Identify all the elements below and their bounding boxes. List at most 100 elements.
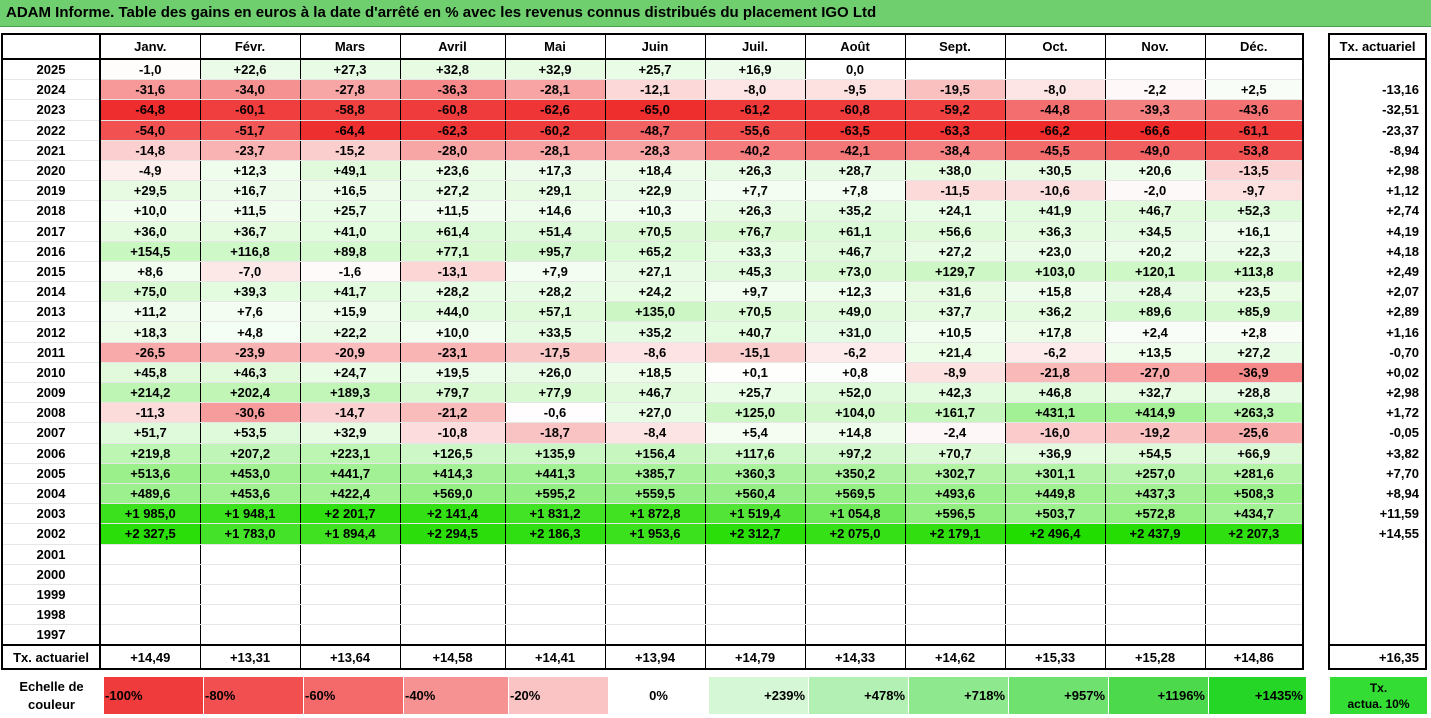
table-row: 2021 -14,8 -23,7 -15,2 -28,0 -28,1 -28,3 -40,2-… [2, 140, 1303, 161]
gain-cell [804, 544, 905, 565]
footer-value: +14,41 [504, 644, 605, 670]
year-cell: 2009 [2, 382, 101, 404]
gain-cell: -59,2 [904, 99, 1005, 121]
gain-cell: +414,9 [1104, 402, 1205, 424]
gain-cell [1104, 59, 1205, 81]
gain-cell: -54,0 [99, 120, 200, 141]
gain-cell: -21,2 [399, 402, 505, 424]
scale-cell: -100% [103, 677, 203, 714]
gain-cell: +24,7 [299, 362, 400, 384]
gain-cell: -60,8 [399, 99, 505, 121]
gain-cell: +41,7 [299, 281, 400, 303]
table-row: 2011 -26,5 -23,9 -20,9 -23,1 -17,5 -8,6 -15,1 -6… [2, 342, 1303, 363]
gain-cell: +156,4 [604, 443, 705, 464]
gain-cell: 0,0 [804, 59, 905, 81]
gain-cell: +453,6 [199, 483, 300, 505]
gain-cell: +117,6 [704, 443, 805, 464]
gain-cell: +34,5 [1104, 221, 1205, 242]
gain-cell: +70,7 [904, 443, 1005, 464]
tx-cell: +2,49 [1329, 261, 1426, 283]
gain-cell: +385,7 [604, 463, 705, 484]
footer-value: +14,79 [704, 644, 805, 670]
gain-cell: -65,0 [604, 99, 705, 121]
gain-cell: +39,3 [199, 281, 300, 303]
gain-cell: +4,8 [199, 321, 300, 343]
gain-cell: -43,6 [1204, 99, 1303, 121]
year-cell: 2019 [2, 180, 101, 202]
gain-cell: -53,8 [1204, 140, 1303, 161]
gain-cell: -10,6 [1004, 180, 1105, 202]
tx-cell: +2,74 [1329, 200, 1426, 222]
year-cell: 2014 [2, 281, 101, 303]
gain-cell: -20,9 [299, 342, 400, 363]
month-header: Août [804, 34, 905, 60]
tx-cell: -8,94 [1329, 140, 1426, 161]
year-cell: 2024 [2, 79, 101, 101]
gain-cell: +36,7 [199, 221, 300, 242]
gain-cell [99, 584, 200, 606]
gain-cell: +45,3 [704, 261, 805, 283]
table-row: 1998 [2, 604, 1303, 626]
gain-cell: +45,8 [99, 362, 200, 384]
tx-cell [1329, 544, 1426, 565]
table-row: 2001 [2, 544, 1303, 565]
table-row: 2013 +11,2 +7,6 +15,9 +44,0 +57,1 +135,0 +70,5 +… [2, 301, 1303, 323]
gain-cell: +135,9 [504, 443, 605, 464]
gain-cell [399, 564, 505, 585]
gain-cell: +29,5 [99, 180, 200, 202]
gain-cell: +25,7 [704, 382, 805, 404]
gain-cell: +57,1 [504, 301, 605, 323]
actuarial-legend-line2: actua. 10% [1347, 697, 1410, 711]
gain-cell: -15,2 [299, 140, 400, 161]
gain-cell: +19,5 [399, 362, 505, 384]
gain-cell: +2 207,3 [1204, 523, 1303, 545]
gain-cell: +35,2 [804, 200, 905, 222]
table-row: 2009 +214,2 +202,4 +189,3 +79,7 +77,9 +46,7 +25… [2, 382, 1303, 404]
gain-cell: +10,0 [399, 321, 505, 343]
gain-cell: +46,7 [1104, 200, 1205, 222]
month-header: Juin [604, 34, 705, 60]
gain-cell: -8,4 [604, 422, 705, 444]
gain-cell: -11,5 [904, 180, 1005, 202]
year-cell: 2001 [2, 544, 101, 565]
month-header: Mai [504, 34, 605, 60]
gain-cell: -27,8 [299, 79, 400, 101]
gain-cell: +16,5 [299, 180, 400, 202]
gain-cell [1004, 544, 1105, 565]
gain-cell: +77,1 [399, 241, 505, 262]
actuarial-rate-table: Tx. actuariel -13,16 -32,51 -23,37 -8,94 +2,9… [1328, 33, 1427, 671]
footer-value: +15,28 [1104, 644, 1205, 670]
month-header: Nov. [1104, 34, 1205, 60]
gain-cell: +32,8 [399, 59, 505, 81]
year-cell: 2008 [2, 402, 101, 424]
gain-cell: +29,1 [504, 180, 605, 202]
gain-cell: +79,7 [399, 382, 505, 404]
gain-cell: +16,9 [704, 59, 805, 81]
gain-cell: -40,2 [704, 140, 805, 161]
gain-cell: -60,2 [504, 120, 605, 141]
gain-cell: +77,9 [504, 382, 605, 404]
year-cell: 2012 [2, 321, 101, 343]
gain-cell: +36,0 [99, 221, 200, 242]
tx-cell: +0,02 [1329, 362, 1426, 384]
gain-cell: +26,3 [704, 200, 805, 222]
gain-cell: -31,6 [99, 79, 200, 101]
gain-cell [704, 544, 805, 565]
gain-cell: -28,1 [504, 140, 605, 161]
gain-cell: +49,1 [299, 160, 400, 182]
table-row: 2024 -31,6 -34,0 -27,8 -36,3 -28,1 -12,1 -8,0 -9… [2, 79, 1303, 101]
gain-cell: +2 312,7 [704, 523, 805, 545]
gain-cell [1004, 604, 1105, 626]
gain-cell: +18,3 [99, 321, 200, 343]
gain-cell: +2,4 [1104, 321, 1205, 343]
gain-cell [704, 564, 805, 585]
table-row: 2004 +489,6 +453,6 +422,4 +569,0 +595,2 +559,5… [2, 483, 1303, 505]
gain-cell: +15,9 [299, 301, 400, 323]
gain-cell: +49,0 [804, 301, 905, 323]
table-row: 2006 +219,8 +207,2 +223,1 +126,5 +135,9 +156,4… [2, 443, 1303, 464]
gain-cell [804, 604, 905, 626]
gain-cell: +257,0 [1104, 463, 1205, 484]
gain-cell [99, 624, 200, 646]
gain-cell: -8,6 [604, 342, 705, 363]
gain-cell: +56,6 [904, 221, 1005, 242]
